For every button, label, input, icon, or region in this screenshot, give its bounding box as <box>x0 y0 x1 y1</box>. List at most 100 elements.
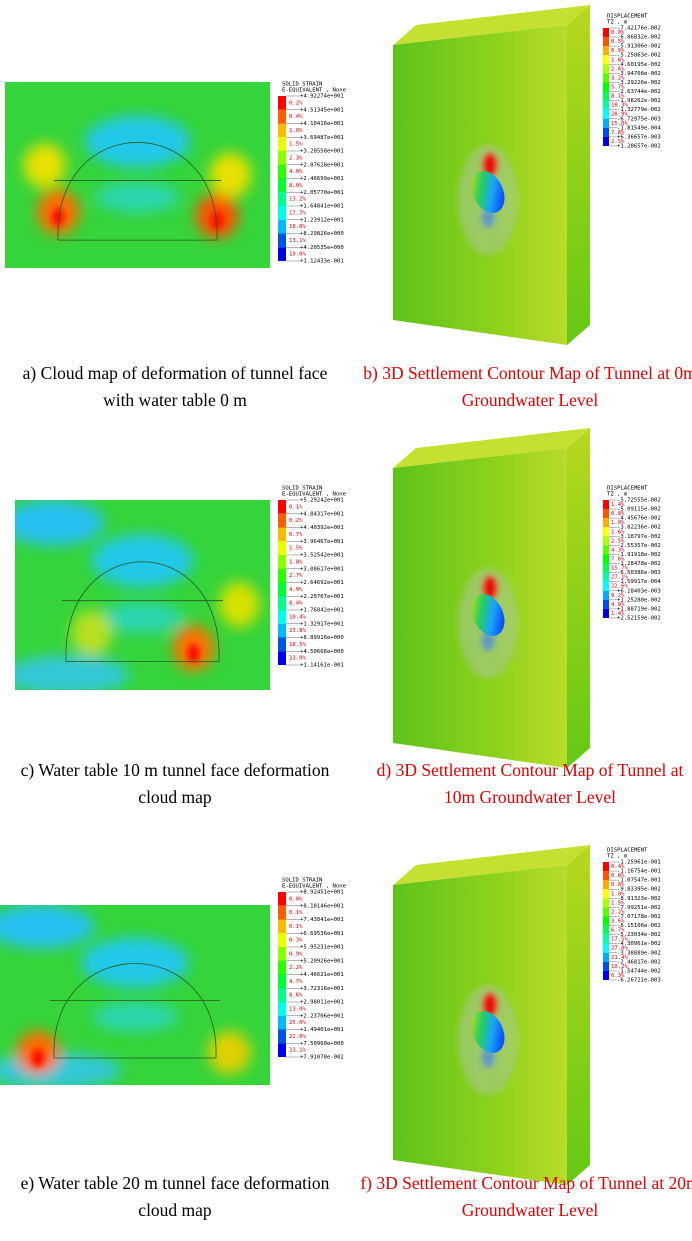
legend-percent: 4.8% <box>611 602 625 608</box>
blobs <box>0 905 252 1085</box>
legend-value: -1.32779e-002 <box>617 107 661 113</box>
legend-band <box>603 880 609 890</box>
legend-band <box>603 970 609 980</box>
legend-percent: 18.3% <box>611 103 628 109</box>
legend-percent: 21.4% <box>611 955 628 961</box>
legend-value: -7.99251e-002 <box>617 905 661 911</box>
blue-zone <box>15 500 105 546</box>
contour-fill <box>15 500 270 690</box>
legend-value: -1.25961e-001 <box>617 860 661 866</box>
legend-band <box>278 233 286 248</box>
tunnel-outline <box>50 963 220 1059</box>
legend-percent: 4.9% <box>289 587 303 593</box>
blue-zone <box>0 905 95 949</box>
legend-value: -7.07178e-002 <box>617 914 661 920</box>
legend-band <box>278 610 286 624</box>
legend-band <box>603 118 609 128</box>
legend-value: +1.64841e+001 <box>300 204 344 210</box>
legend-band <box>603 952 609 962</box>
legend-percent: 2.5% <box>611 139 625 145</box>
legend-value: -4.30961e-002 <box>617 941 661 947</box>
legend-value: +1.28657e-002 <box>617 144 661 150</box>
legend-value: -5.25863e-002 <box>617 53 661 59</box>
top-face <box>393 428 590 468</box>
legend-value: +4.10416e+001 <box>300 121 344 127</box>
legend-band <box>603 37 609 47</box>
tunnel-outline <box>62 561 223 662</box>
settlement-model <box>393 428 590 768</box>
legend-band <box>603 608 609 618</box>
legend-percent: 8.6% <box>289 993 303 999</box>
peak <box>211 211 223 230</box>
legend-band <box>278 960 286 975</box>
legend-band <box>603 100 609 110</box>
legend-band <box>603 509 609 519</box>
blobs <box>23 115 252 239</box>
settlement-model <box>393 845 590 1185</box>
legend-value: +2.52159e-002 <box>617 616 661 622</box>
legend-percent: 18.0% <box>289 224 306 230</box>
legend-percent: 1.8% <box>289 559 303 565</box>
legend-band <box>603 136 609 146</box>
legend-percent: 1.0% <box>289 128 303 134</box>
legend-percent: 7.8% <box>611 130 625 136</box>
legend-percent: 0.7% <box>289 532 303 538</box>
legend-percent: 4.7% <box>289 979 303 985</box>
legend-band <box>603 590 609 600</box>
legend-percent: 0.4% <box>611 864 625 870</box>
blue-zone <box>81 937 189 988</box>
legend-band <box>278 933 286 947</box>
legend-band <box>603 898 609 908</box>
legend-percent: 2.7% <box>289 573 303 579</box>
legend-value: -6.26721e-003 <box>617 978 661 984</box>
legend-percent: 0.9% <box>289 951 303 957</box>
legend-percent: 0.2% <box>289 100 303 106</box>
legend-value: +2.05770e+001 <box>300 190 344 196</box>
legend-value: -3.94708e-002 <box>617 71 661 77</box>
legend-value: +5.20926e+001 <box>300 958 344 964</box>
side-face <box>567 5 590 345</box>
legend-percent: 1.0% <box>611 520 625 526</box>
legend-band <box>603 55 609 65</box>
legend-band <box>278 109 286 124</box>
legend-value: -5.09115e-002 <box>617 507 661 513</box>
legend-value: +4.20535e+000 <box>300 245 344 251</box>
legend-value: -2.46817e-002 <box>617 959 661 965</box>
legend-band <box>278 527 286 542</box>
legend-band <box>603 73 609 83</box>
legend-percent: 27.8% <box>611 946 628 952</box>
legend-band <box>603 554 609 564</box>
legend-band <box>278 919 286 934</box>
top-face <box>393 845 590 885</box>
legend-value: +6.36657e-003 <box>617 134 661 140</box>
legend-band <box>603 925 609 935</box>
legend-value: +4.92274e+001 <box>300 94 344 100</box>
legend-value: +2.23706e+001 <box>300 1013 344 1019</box>
legend-title: DISPLACEMENT <box>607 848 648 854</box>
legend-value: -3.29226e-002 <box>617 80 661 86</box>
legend-value: +4.46621e+001 <box>300 972 344 978</box>
legend-percent: 1.4% <box>611 611 625 617</box>
legend-value: -3.82236e-002 <box>617 525 661 531</box>
caption: a) Cloud map of deformation of tunnel fa… <box>22 363 328 410</box>
legend-percent: 0.1% <box>289 504 303 510</box>
legend-value: +2.98011e+001 <box>300 1000 344 1006</box>
legend-value: -6.50386e-003 <box>617 570 661 576</box>
legend-percent: 0.0% <box>289 896 303 902</box>
legend-band <box>278 947 286 961</box>
legend-percent: 1.5% <box>611 900 625 906</box>
legend-percent: 2.5% <box>611 538 625 544</box>
legend-percent: 28.9% <box>611 112 628 118</box>
legend-percent: 10.4% <box>289 614 306 620</box>
legend-value: +1.32917e+001 <box>300 621 344 627</box>
legend-band <box>278 1043 286 1057</box>
legend-percent: 2.2% <box>611 909 625 915</box>
caption: f) 3D Settlement Contour Map of Tunnel a… <box>360 1173 692 1220</box>
legend-band <box>603 943 609 953</box>
legend-band <box>603 545 609 555</box>
tunnel-hole <box>471 594 505 636</box>
legend-subtitle: E-EQUIVALENT , None <box>282 884 347 890</box>
legend-value: +2.46699e+001 <box>300 176 344 182</box>
legend-subtitle: TZ , m <box>607 492 628 498</box>
legend-title: SOLID STRAIN <box>282 82 322 88</box>
